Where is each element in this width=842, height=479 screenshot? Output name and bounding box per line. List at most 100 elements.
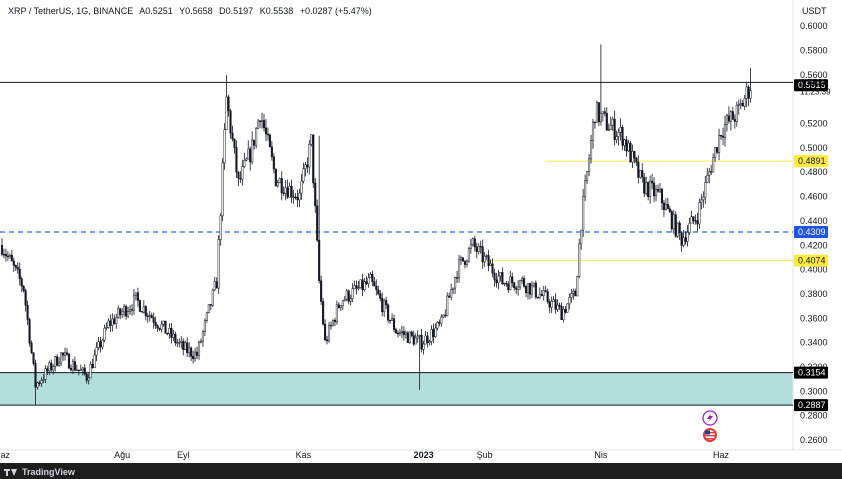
candle-body-up: [197, 341, 201, 356]
us-flag-icon[interactable]: [703, 428, 717, 442]
candle: [111, 313, 114, 332]
candle: [477, 243, 480, 255]
candle-body-up: [434, 327, 437, 338]
candle: [339, 305, 342, 312]
candle-body-down: [536, 296, 539, 299]
candle-body-up: [115, 317, 118, 325]
candle-body-up: [591, 121, 595, 141]
lightning-icon[interactable]: [702, 410, 718, 426]
candle: [580, 229, 583, 250]
candle: [347, 289, 350, 305]
currency-label[interactable]: USDT: [802, 6, 827, 16]
candle-body-down: [670, 211, 673, 230]
candle: [676, 222, 679, 239]
candle-body-down: [653, 182, 656, 197]
candle-body-up: [339, 305, 342, 309]
candle: [706, 167, 709, 184]
candle-body-up: [735, 104, 738, 122]
candle: [420, 329, 423, 353]
candle-body-down: [34, 363, 37, 388]
candle-body-up: [353, 285, 356, 289]
candle-body-down: [10, 255, 13, 262]
candle-body-up: [718, 135, 721, 153]
candle-body-up: [308, 143, 311, 168]
countdown-label: 11:23:39: [800, 87, 831, 96]
candle-body-up: [627, 142, 630, 152]
candle: [40, 377, 43, 387]
candle-body-up: [509, 276, 512, 291]
candle-body-up: [436, 321, 439, 329]
candle-body-up: [471, 238, 474, 245]
candle: [576, 275, 579, 297]
candle: [391, 313, 394, 321]
candle: [629, 140, 632, 163]
candle-body-up: [168, 328, 171, 335]
candle-body-up: [225, 96, 228, 130]
candle: [720, 134, 723, 140]
candle-body-up: [383, 300, 386, 313]
candle: [387, 303, 390, 324]
candle: [259, 120, 262, 128]
candle-body-up: [223, 129, 226, 164]
candle-body-up: [601, 111, 604, 114]
candle-body-down: [312, 134, 315, 184]
candle-body-down: [493, 272, 496, 281]
candle-body-up: [617, 132, 620, 137]
candle-body-up: [745, 86, 748, 99]
candle-body-down: [456, 277, 459, 279]
candle-body-down: [322, 301, 325, 325]
candle: [292, 189, 295, 204]
candle-body-up: [690, 216, 693, 224]
candle: [329, 321, 333, 330]
candle: [10, 250, 13, 262]
candle-body-down: [491, 263, 494, 274]
candle: [190, 346, 193, 362]
candle-body-up: [40, 380, 43, 384]
candle: [666, 197, 669, 210]
candle-body-up: [107, 320, 110, 328]
candle-body-up: [162, 320, 165, 325]
price-axis-badge: 0.2887: [794, 399, 828, 412]
candle: [467, 246, 470, 263]
candle-body-up: [341, 300, 344, 306]
y-tick-label: 0.3800: [800, 289, 828, 299]
candle: [367, 272, 370, 288]
candlestick-chart[interactable]: 0.6000 0.5800 0.5600 0.5200 0.5000 0.4800 0.46…: [0, 0, 842, 463]
candle: [688, 217, 691, 236]
candle: [369, 272, 372, 279]
tradingview-logo-icon: [4, 468, 18, 476]
candle-body-down: [605, 113, 608, 131]
tradingview-brand[interactable]: TradingView: [4, 467, 75, 477]
candle: [62, 352, 65, 361]
candle: [625, 136, 628, 157]
candle-body-down: [158, 327, 161, 330]
candle-body-up: [129, 309, 132, 312]
candle: [603, 107, 606, 117]
candle: [253, 139, 256, 150]
candle-body-down: [564, 309, 567, 313]
candle: [0, 238, 4, 257]
candle-body-down: [511, 276, 514, 283]
candle-body-down: [495, 279, 498, 283]
candle-body-up: [243, 160, 246, 167]
candle-body-down: [73, 361, 76, 371]
candle: [245, 157, 248, 162]
candle: [463, 260, 466, 269]
candle-body-up: [440, 316, 443, 324]
candle-body-down: [546, 291, 549, 303]
candle-body-down: [558, 304, 561, 307]
candle: [375, 279, 378, 296]
symbol-name[interactable]: XRP / TetherUS, 1G, BINANCE: [8, 6, 134, 16]
candle-body-down: [144, 306, 147, 317]
candle-body-down: [347, 290, 350, 302]
candle-body-up: [568, 297, 571, 305]
candle-body-up: [188, 347, 191, 353]
brand-name: TradingView: [22, 467, 75, 477]
candle: [448, 292, 451, 298]
candle-body-up: [465, 260, 468, 265]
candle: [702, 191, 705, 208]
candle: [741, 100, 744, 107]
candle: [310, 134, 313, 147]
candle-body-down: [694, 220, 697, 222]
candle-body-down: [487, 255, 490, 266]
